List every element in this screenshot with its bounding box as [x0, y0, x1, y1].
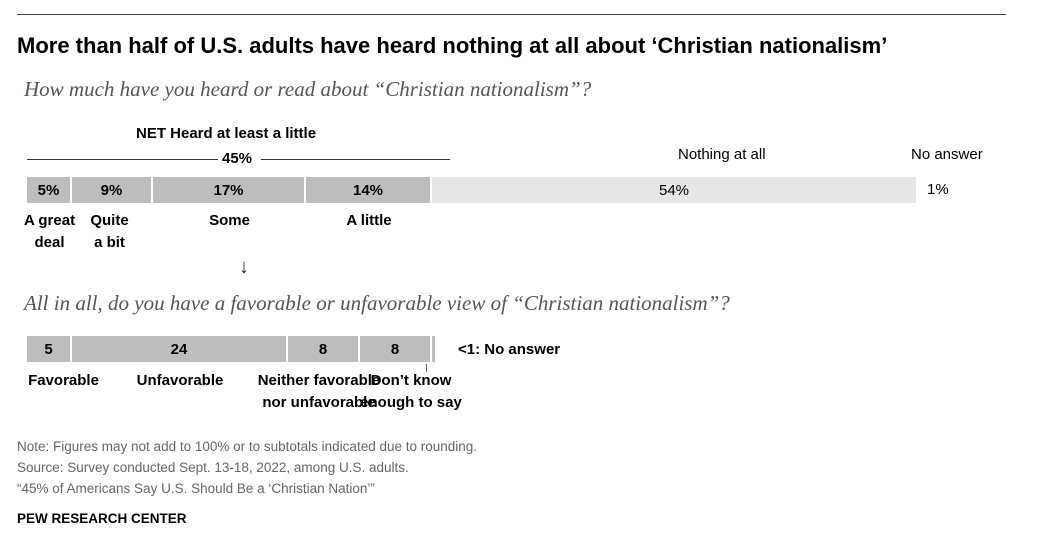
pew-logo: PEW RESEARCH CENTER	[17, 511, 187, 526]
label-tick	[426, 364, 427, 372]
heard-value-label-1: 9%	[100, 181, 123, 199]
favor-value-label-3: 8	[390, 340, 400, 358]
favor-category-label-3: Don’t know enough to say	[360, 372, 462, 411]
favor-bar-0: 5	[27, 336, 70, 362]
heard-category-label-0: A great deal	[23, 212, 76, 251]
heard-bar-2: 17%	[153, 177, 304, 203]
favor-value-label-2: 8	[318, 340, 328, 358]
heard-value-label-2: 17%	[213, 181, 244, 199]
favor-value-label-0: 5	[44, 340, 53, 358]
heard-bar-0: 5%	[27, 177, 70, 203]
net-label: NET Heard at least a little	[136, 125, 317, 142]
heard-value-label-0: 5%	[37, 181, 60, 199]
no-answer-label: <1: No answer	[458, 341, 561, 358]
chart-title: More than half of U.S. adults have heard…	[17, 33, 888, 58]
net-value: 45%	[222, 150, 253, 167]
heard-category-label-3: A little	[346, 212, 392, 229]
favor-bar-4	[432, 336, 435, 362]
top-rule	[17, 14, 1006, 15]
note-text: Note: Figures may not add to 100% or to …	[17, 439, 478, 454]
heard-value-label-4: 54%	[658, 181, 690, 199]
favor-bar-3: 8	[360, 336, 430, 362]
heard-value-label-3: 14%	[352, 181, 384, 199]
favor-value-label-1: 24	[170, 340, 188, 358]
heard-bar-1: 9%	[72, 177, 151, 203]
heard-bar-5	[918, 177, 925, 203]
question-heard: How much have you heard or read about “C…	[24, 77, 592, 101]
heard-value-label-5: 1%	[927, 181, 949, 198]
heard-bar-3: 14%	[306, 177, 430, 203]
down-arrow-icon: ↓	[239, 256, 249, 278]
favor-category-label-1: Unfavorable	[136, 372, 224, 389]
heard-category-label-2: Some	[209, 212, 250, 229]
favor-bar-1: 24	[72, 336, 286, 362]
header-no-answer: No answer	[911, 146, 983, 163]
heard-bar-4: 54%	[432, 177, 916, 203]
report-title: “45% of Americans Say U.S. Should Be a ‘…	[17, 481, 375, 496]
net-line-left	[27, 159, 218, 160]
favor-category-label-2: Neither favorable nor unfavorable	[257, 372, 381, 411]
heard-category-label-1: Quite a bit	[90, 212, 129, 251]
net-line-right	[261, 159, 450, 160]
favor-category-label-0: Favorable	[28, 372, 99, 389]
question-favorability: All in all, do you have a favorable or u…	[24, 291, 730, 315]
favor-bar-2: 8	[288, 336, 358, 362]
source-text: Source: Survey conducted Sept. 13-18, 20…	[17, 460, 409, 475]
header-nothing-at-all: Nothing at all	[678, 146, 766, 163]
